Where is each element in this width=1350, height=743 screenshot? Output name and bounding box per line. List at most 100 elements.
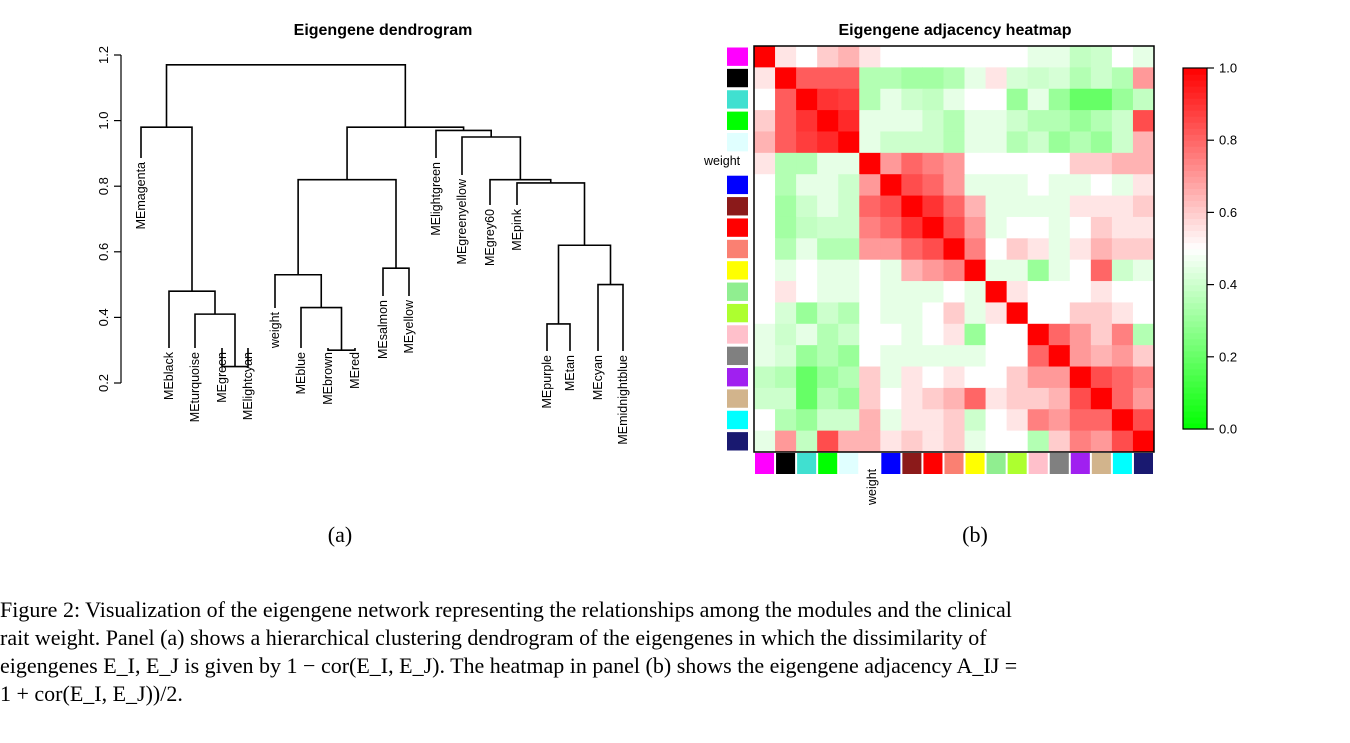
heatmap-cell <box>1069 259 1092 282</box>
heatmap-cell <box>1111 46 1134 68</box>
heatmap-cell <box>880 46 902 68</box>
heatmap-cell <box>1069 345 1092 368</box>
heatmap-cell <box>901 302 923 325</box>
heatmap-cell <box>1027 323 1050 346</box>
heatmap-cell <box>1111 174 1134 197</box>
colorbar-segment <box>1183 374 1207 382</box>
heatmap-cell <box>1132 195 1155 218</box>
heatmap-cell <box>859 323 881 346</box>
heatmap-cell <box>838 216 860 239</box>
heatmap-cell <box>985 281 1008 303</box>
colorbar-border <box>1182 67 1208 430</box>
heatmap-cell <box>838 302 860 325</box>
colorbar-segment <box>1183 242 1207 250</box>
heatmap-cell <box>775 110 797 132</box>
heatmap-cell <box>859 110 881 132</box>
heatmap-cell <box>1090 46 1113 68</box>
heatmap-cell <box>985 345 1008 368</box>
heatmap-cell <box>1132 88 1155 111</box>
heatmap-cell <box>1111 387 1134 410</box>
heatmap-cell <box>1006 238 1029 261</box>
row-color-swatch <box>727 389 748 408</box>
heatmap-cell <box>859 281 881 303</box>
colorbar-tick-label: 0.6 <box>1219 205 1237 220</box>
row-color-swatch <box>727 303 748 323</box>
heatmap-cell <box>985 387 1008 410</box>
dendrogram-branch <box>516 182 586 246</box>
heatmap-cell <box>985 110 1008 132</box>
heatmap-cell <box>1048 366 1071 389</box>
colorbar-segment <box>1183 422 1207 430</box>
heatmap-cell <box>1069 46 1092 68</box>
heatmap-cell <box>1132 46 1155 68</box>
heatmap-cell <box>1132 366 1155 389</box>
heatmap-cell <box>859 216 881 239</box>
heatmap-cell <box>1027 110 1050 132</box>
heatmap-cell <box>985 259 1008 282</box>
heatmap-cell <box>817 88 839 111</box>
heatmap-cell <box>1006 46 1029 68</box>
heatmap-cell <box>775 46 797 68</box>
heatmap-cell <box>1111 345 1134 368</box>
heatmap-cell <box>775 430 797 453</box>
heatmap-cell <box>1069 67 1092 90</box>
heatmap-cell <box>838 46 860 68</box>
y-tick-label: 0.4 <box>96 308 111 326</box>
heatmap-cell <box>943 302 966 325</box>
leaf-label: MEtan <box>563 355 577 391</box>
heatmap-cell <box>838 238 860 261</box>
colorbar-segment <box>1183 92 1207 99</box>
heatmap-cell <box>943 110 966 132</box>
heatmap-cell <box>859 174 881 197</box>
column-color-swatch <box>1028 453 1048 474</box>
heatmap-cell <box>1132 323 1155 346</box>
heatmap-cell <box>775 409 797 432</box>
heatmap-cell <box>1132 238 1155 261</box>
heatmap-cell <box>901 259 923 282</box>
heatmap-cell <box>1027 387 1050 410</box>
heatmap-cell <box>859 46 881 68</box>
dendrogram-panel: Eigengene dendrogram 0.20.40.60.81.01.2 … <box>96 22 630 547</box>
heatmap-cell <box>1069 110 1092 132</box>
heatmap-cell <box>1090 131 1113 154</box>
heatmap-border <box>753 45 1155 453</box>
heatmap-cell <box>1111 259 1134 282</box>
heatmap-column-color-bar <box>755 453 1153 474</box>
colorbar-segment <box>1183 122 1207 129</box>
heatmap-cell <box>943 195 966 218</box>
leaf-label: weight <box>268 311 282 349</box>
heatmap-cell <box>922 152 944 175</box>
dendrogram-branch <box>274 273 323 308</box>
column-color-swatch <box>902 453 922 474</box>
heatmap-cell <box>796 88 818 111</box>
column-color-swatch <box>1070 453 1090 474</box>
heatmap-cell <box>1111 67 1134 90</box>
heatmap-cell <box>859 345 881 368</box>
dendrogram-branch <box>165 64 407 128</box>
column-color-swatch <box>986 453 1006 474</box>
heatmap-cell <box>796 67 818 90</box>
heatmap-cell <box>817 238 839 261</box>
heatmap-cell <box>754 281 776 303</box>
dendrogram-leaf-labels: MEmagenta MEblack MEturquoise MEgreen MEligh… <box>134 162 630 445</box>
heatmap-cell <box>901 174 923 197</box>
heatmap-cell <box>922 131 944 154</box>
heatmap-cell <box>754 259 776 282</box>
heatmap-cell <box>1069 409 1092 432</box>
heatmap-cell <box>880 430 902 453</box>
heatmap-row-color-bar <box>727 47 748 451</box>
heatmap-cell <box>1132 67 1155 90</box>
heatmap-cell <box>1006 110 1029 132</box>
heatmap-cell <box>754 152 776 175</box>
heatmap-cell <box>1090 216 1113 239</box>
heatmap-cell <box>838 152 860 175</box>
heatmap-cell <box>1069 281 1092 303</box>
heatmap-cell <box>922 409 944 432</box>
heatmap-cell <box>901 238 923 261</box>
colorbar-segment <box>1183 338 1207 346</box>
heatmap-cell <box>775 238 797 261</box>
heatmap-cell <box>964 174 987 197</box>
column-color-swatch <box>923 453 943 474</box>
heatmap-cell <box>1027 131 1050 154</box>
